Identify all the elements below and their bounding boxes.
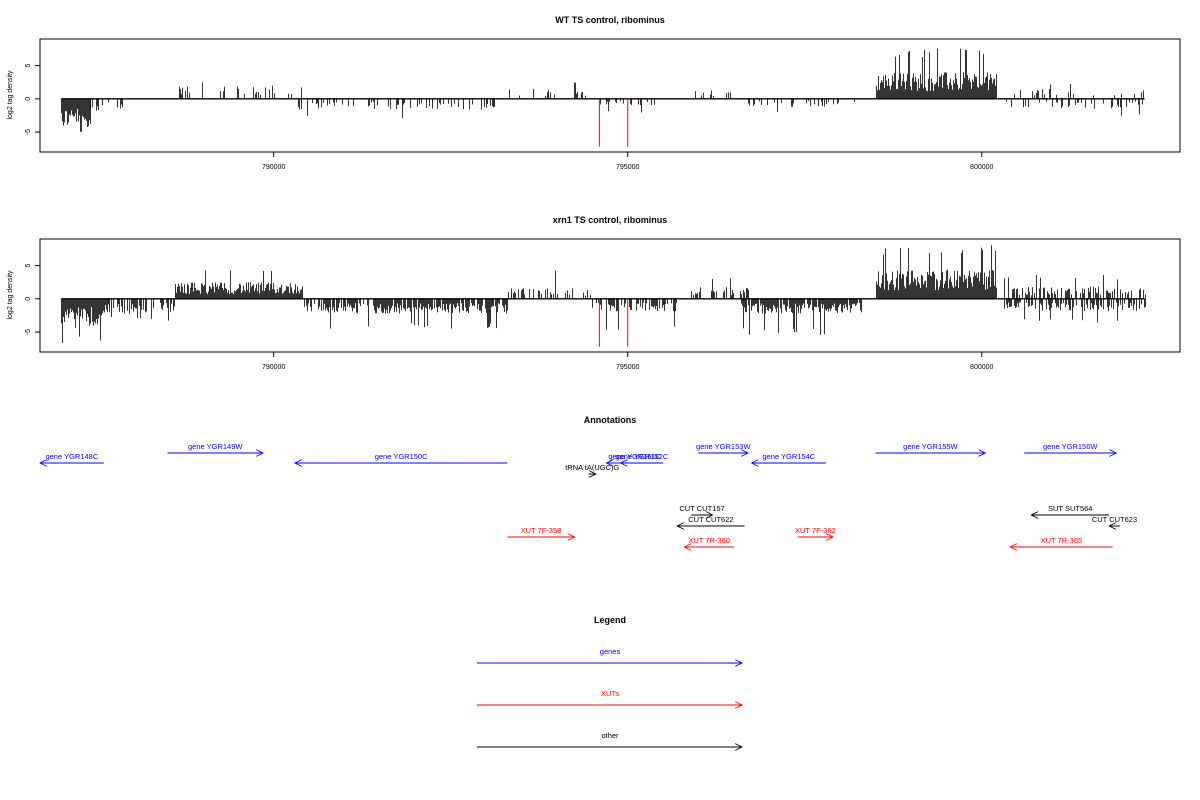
- wt-y-tick-label: 5: [25, 64, 32, 68]
- annotation-label: gene YGR154C: [762, 452, 815, 461]
- wt-plot-frame: [39, 38, 1181, 153]
- xrn1-y-axis-label: log2 tag density: [7, 270, 14, 320]
- xrn1-panel-title: xrn1 TS control, ribominus: [553, 215, 668, 225]
- annotation-label: SUT SUT564: [1048, 504, 1092, 513]
- xrn1-x-tick-label: 790000: [262, 364, 285, 371]
- xrn1-axis-ticks: 790000 795000 800000 5 0 -5: [25, 264, 994, 371]
- wt-y-axis-label: log2 tag density: [7, 70, 14, 120]
- xrn1-plot-frame: [39, 238, 1181, 353]
- wt-panel: WT TS control, ribominus log2 tag densit…: [7, 15, 1181, 171]
- wt-axis-ticks: 790000 795000 800000 5 0 -5: [25, 64, 994, 171]
- annotation-label: gene YGR151C: [608, 452, 661, 461]
- annotation-label: CUT CUT157: [679, 504, 724, 513]
- annotations-title: Annotations: [584, 415, 637, 425]
- annotation-label: XUT 7R-365: [1041, 536, 1083, 545]
- wt-y-tick-label: 0: [25, 97, 32, 101]
- legend-label: XUTs: [601, 689, 619, 698]
- wt-x-tick-label: 790000: [262, 164, 285, 171]
- xrn1-panel: xrn1 TS control, ribominus log2 tag dens…: [7, 215, 1181, 371]
- wt-signal-bars: [61, 48, 1145, 147]
- legend-title: Legend: [594, 615, 626, 625]
- xrn1-y-tick-label: -5: [25, 329, 32, 335]
- wt-x-tick-label: 800000: [970, 164, 993, 171]
- xrn1-signal-bars: [61, 245, 1146, 347]
- annotation-label: XUT 7R-360: [688, 536, 730, 545]
- xrn1-y-tick-label: 5: [25, 264, 32, 268]
- annotation-label: gene YGR148C: [45, 452, 98, 461]
- legend-label: other: [601, 731, 619, 740]
- wt-panel-title: WT TS control, ribominus: [555, 15, 665, 25]
- wt-x-tick-label: 795000: [616, 164, 639, 171]
- annotation-label: gene YGR149W: [188, 442, 243, 451]
- annotation-label: gene YGR155W: [903, 442, 958, 451]
- annotation-label: gene YGR153W: [696, 442, 751, 451]
- legend-label: genes: [600, 647, 621, 656]
- annotation-features: gene YGR148C gene YGR149W gene YGR150C gene…: [40, 442, 1137, 547]
- wt-y-tick-label: -5: [25, 129, 32, 135]
- annotation-label: XUT 7F-362: [795, 526, 836, 535]
- legend: Legend genes XUTs other: [477, 615, 742, 747]
- annotation-label: tRNA tA(UGC)G: [565, 463, 619, 472]
- annotation-label: CUT CUT622: [688, 515, 733, 524]
- legend-entries: genes XUTs other: [477, 647, 742, 747]
- xrn1-x-tick-label: 800000: [970, 364, 993, 371]
- annotation-label: gene YGR156W: [1043, 442, 1098, 451]
- xrn1-x-tick-label: 795000: [616, 364, 639, 371]
- annotation-label: gene YGR152C: [615, 452, 668, 461]
- annotation-label: XUT 7F-358: [521, 526, 562, 535]
- annotation-label: gene YGR150C: [375, 452, 428, 461]
- annotation-label: CUT CUT623: [1092, 515, 1137, 524]
- xrn1-y-tick-label: 0: [25, 297, 32, 301]
